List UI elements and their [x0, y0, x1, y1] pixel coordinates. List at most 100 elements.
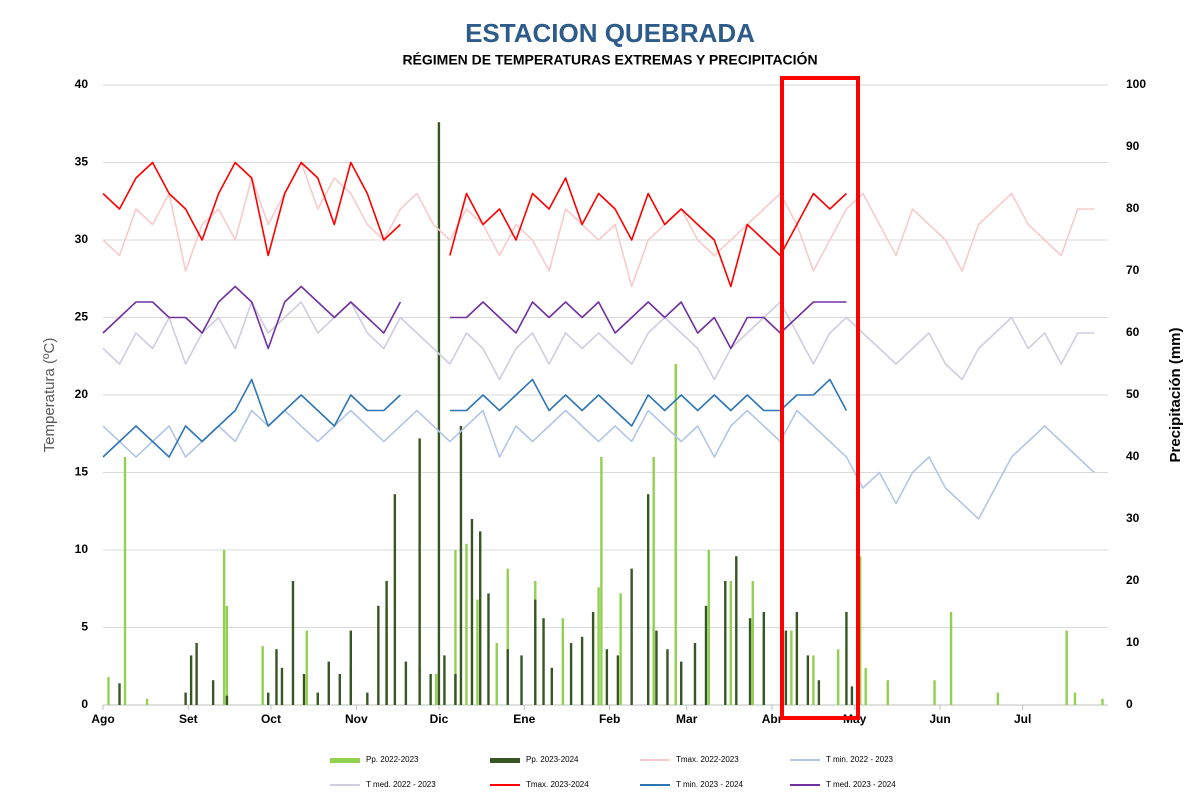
- y2-tick-label: 40: [1126, 449, 1140, 463]
- y-tick-label: 5: [81, 620, 88, 634]
- y-tick-label: 20: [75, 387, 89, 401]
- precip-bar: [707, 550, 710, 705]
- y2-tick-label: 20: [1126, 573, 1140, 587]
- x-tick-label: Jul: [1014, 712, 1031, 726]
- precip-bar: [561, 618, 565, 705]
- precip-bar: [674, 364, 677, 705]
- legend-label: Tmax. 2022-2023: [676, 755, 739, 764]
- precip-bar: [305, 630, 308, 705]
- precip-bar: [437, 122, 441, 705]
- y2-axis-title: Precipitación (mm): [1167, 327, 1184, 462]
- legend-label: T med. 2023 - 2024: [826, 780, 896, 789]
- x-tick-label: Nov: [345, 712, 368, 726]
- precip-bar: [784, 630, 788, 705]
- precip-bar: [291, 581, 295, 705]
- precip-bar: [597, 587, 600, 705]
- precip-bar: [812, 655, 815, 705]
- precip-bar: [704, 605, 708, 705]
- precip-bar: [225, 605, 229, 705]
- x-tick-label: Feb: [599, 712, 620, 726]
- precip-bar: [434, 674, 438, 705]
- precip-bar: [550, 667, 554, 705]
- chart-subtitle: RÉGIMEN DE TEMPERATURAS EXTREMAS Y PRECI…: [402, 51, 817, 68]
- precip-bar: [600, 457, 603, 705]
- precip-bar: [211, 680, 215, 705]
- y2-tick-label: 0: [1126, 697, 1133, 711]
- x-tick-label: Mar: [676, 712, 698, 726]
- precip-bar: [316, 692, 319, 705]
- precip-bar: [666, 649, 669, 705]
- precip-bar: [580, 636, 584, 705]
- legend-swatch: [490, 758, 520, 763]
- legend-label: T med. 2022 - 2023: [366, 780, 436, 789]
- y2-tick-label: 80: [1126, 201, 1140, 215]
- y2-tick-label: 90: [1126, 139, 1140, 153]
- precip-bar: [619, 593, 622, 705]
- precip-bar: [933, 680, 936, 705]
- legend-label: T min. 2022 - 2023: [826, 755, 894, 764]
- precip-bar: [845, 612, 848, 705]
- x-tick-label: Abr: [762, 712, 783, 726]
- precip-bar: [724, 581, 727, 705]
- precip-bar: [542, 618, 545, 705]
- precip-bar: [280, 667, 284, 705]
- precip-bar: [465, 543, 468, 705]
- precip-bar: [349, 630, 353, 705]
- plot-area: 0 5 10 15 20 25 30 35 40 0 10 20 30 40 50 60 70 80 90 100 Ag…: [75, 77, 1147, 726]
- precip-bar: [393, 494, 397, 705]
- precip-bar: [495, 643, 498, 705]
- precip-bar: [806, 655, 810, 705]
- precip-bar: [616, 655, 620, 705]
- precip-bar: [630, 568, 633, 705]
- legend-label: T min. 2023 - 2024: [676, 780, 744, 789]
- precip-bar: [886, 680, 889, 705]
- precip-bar: [404, 661, 408, 705]
- precip-bar: [795, 612, 799, 705]
- x-tick-label: Oct: [261, 712, 281, 726]
- precip-bar: [123, 457, 127, 705]
- precip-bar: [569, 643, 573, 705]
- legend-label: Pp. 2022-2023: [366, 755, 419, 764]
- precip-bar: [534, 599, 537, 705]
- precip-bar: [454, 674, 457, 705]
- y-tick-label: 30: [75, 232, 89, 246]
- precip-bar: [118, 683, 121, 705]
- precip-bar: [459, 426, 463, 705]
- precip-bar: [591, 612, 595, 705]
- legend-label: Pp. 2023-2024: [526, 755, 579, 764]
- precip-bar: [655, 630, 658, 705]
- precip-bar: [680, 661, 683, 705]
- precip-bar: [652, 457, 655, 705]
- x-tick-label: Dic: [430, 712, 449, 726]
- precip-bar: [327, 661, 330, 705]
- y2-tick-label: 60: [1126, 325, 1140, 339]
- x-tick-label: Set: [179, 712, 198, 726]
- precip-bar: [836, 649, 840, 705]
- precip-bar: [817, 680, 821, 705]
- precip-bar: [195, 643, 198, 705]
- precip-bar: [1065, 630, 1068, 705]
- temperature-line: [102, 161, 1095, 288]
- precip-bar: [646, 494, 650, 705]
- legend-swatch: [330, 758, 360, 763]
- y-axis-title: Temperatura (ºC): [41, 338, 58, 453]
- precip-bar: [605, 649, 609, 705]
- y2-tick-label: 70: [1126, 263, 1140, 277]
- precip-bar: [184, 692, 187, 705]
- precip-bar: [366, 692, 369, 705]
- y2-tick-label: 30: [1126, 511, 1140, 525]
- precip-bar: [225, 695, 229, 705]
- precip-bar: [864, 667, 867, 705]
- precip-bar: [790, 630, 793, 705]
- precip-bar: [429, 674, 432, 705]
- precip-bar: [189, 655, 193, 705]
- precip-bar: [1073, 692, 1077, 705]
- y2-tick-label: 10: [1126, 635, 1140, 649]
- precip-bar: [267, 692, 270, 705]
- precip-bar: [850, 686, 854, 705]
- x-tick-label: Ago: [91, 712, 114, 726]
- precip-bar: [385, 581, 388, 705]
- highlight-box: [780, 76, 860, 720]
- precip-bar: [751, 581, 755, 705]
